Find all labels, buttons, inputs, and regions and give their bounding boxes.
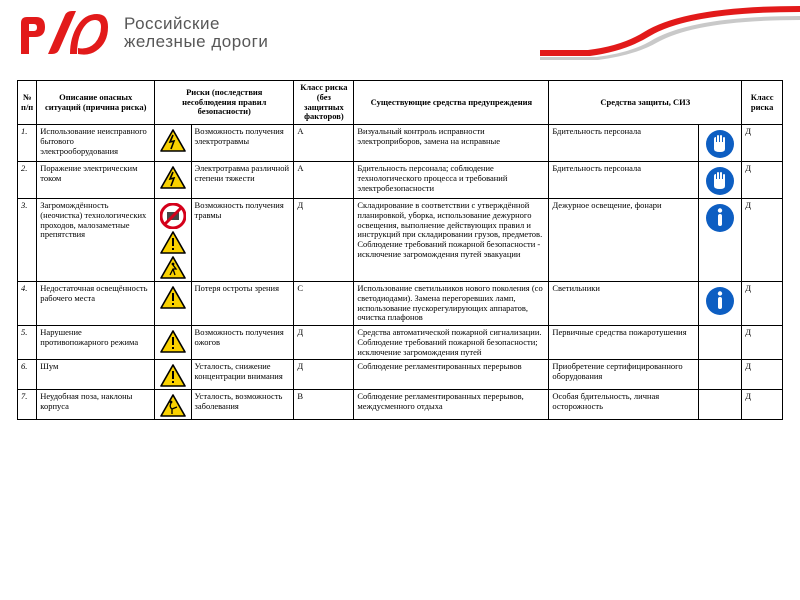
col-num: № п/п xyxy=(18,81,37,125)
brand-title-line1: Российские xyxy=(124,15,268,33)
cell-num: 3. xyxy=(18,199,37,282)
cell-class1: Д xyxy=(294,360,354,390)
cell-risk-text: Усталость, снижение концентрации внимани… xyxy=(191,360,294,390)
col-warn: Существующие средства предупреждения xyxy=(354,81,549,125)
cell-warn: Соблюдение регламентированных перерывов,… xyxy=(354,390,549,420)
col-prot: Средства защиты, СИЗ xyxy=(549,81,742,125)
cell-desc: Недостаточная освещённость рабочего мест… xyxy=(37,282,155,326)
cell-class2: Д xyxy=(742,282,783,326)
cell-prot-icon xyxy=(699,360,742,390)
header-swoosh-icon xyxy=(540,6,800,72)
brand-title-line2: железные дороги xyxy=(124,33,268,51)
cell-prot-icon xyxy=(699,326,742,360)
table-body: 1.Использование неисправного бытового эл… xyxy=(18,125,783,420)
cell-prot-text: Дежурное освещение, фонари xyxy=(549,199,699,282)
cell-risk-icon xyxy=(155,282,191,326)
col-risk: Риски (последствия несоблюдения правил б… xyxy=(155,81,294,125)
cell-prot-text: Бдительность персонала xyxy=(549,162,699,199)
cell-risk-icon xyxy=(155,125,191,162)
cell-class1: Д xyxy=(294,199,354,282)
cell-prot-text: Светильники xyxy=(549,282,699,326)
cell-prot-text: Особая бдительность, личная осторожность xyxy=(549,390,699,420)
cell-prot-icon xyxy=(699,125,742,162)
cell-risk-icon xyxy=(155,390,191,420)
cell-num: 4. xyxy=(18,282,37,326)
cell-class1: А xyxy=(294,162,354,199)
cell-warn: Бдительность персонала; соблюдение техно… xyxy=(354,162,549,199)
cell-risk-text: Усталость, возможность заболевания xyxy=(191,390,294,420)
cell-prot-icon xyxy=(699,282,742,326)
cell-warn: Средства автоматической пожарной сигнали… xyxy=(354,326,549,360)
cell-risk-text: Возможность получения ожогов xyxy=(191,326,294,360)
cell-desc: Неудобная поза, наклоны корпуса xyxy=(37,390,155,420)
cell-class2: Д xyxy=(742,162,783,199)
cell-class2: Д xyxy=(742,360,783,390)
cell-warn: Визуальный контроль исправности электроп… xyxy=(354,125,549,162)
cell-class1: Д xyxy=(294,326,354,360)
cell-desc: Поражение электрическим током xyxy=(37,162,155,199)
col-class2: Класс риска xyxy=(742,81,783,125)
risk-table: № п/п Описание опасных ситуаций (причина… xyxy=(17,80,783,420)
cell-risk-icon xyxy=(155,326,191,360)
cell-desc: Использование неисправного бытового элек… xyxy=(37,125,155,162)
col-class1: Класс риска (без защитных факторов) xyxy=(294,81,354,125)
rzd-logo-icon xyxy=(18,10,110,56)
cell-prot-icon xyxy=(699,390,742,420)
cell-prot-icon xyxy=(699,162,742,199)
cell-warn: Складирование в соответствии с утверждён… xyxy=(354,199,549,282)
table-row: 2.Поражение электрическим током Электрот… xyxy=(18,162,783,199)
cell-risk-text: Возможность получения травмы xyxy=(191,199,294,282)
cell-class1: С xyxy=(294,282,354,326)
cell-desc: Загромождённость (неочистка) технологиче… xyxy=(37,199,155,282)
cell-risk-text: Возможность получения электротравмы xyxy=(191,125,294,162)
cell-desc: Шум xyxy=(37,360,155,390)
brand-title: Российские железные дороги xyxy=(124,15,268,52)
cell-prot-icon xyxy=(699,199,742,282)
table-row: 4.Недостаточная освещённость рабочего ме… xyxy=(18,282,783,326)
cell-risk-text: Электротравма различной степени тяжести xyxy=(191,162,294,199)
document-header: Российские железные дороги xyxy=(0,0,800,74)
cell-risk-icon xyxy=(155,162,191,199)
cell-desc: Нарушение противопожарного режима xyxy=(37,326,155,360)
cell-class2: Д xyxy=(742,125,783,162)
cell-class2: Д xyxy=(742,199,783,282)
cell-num: 5. xyxy=(18,326,37,360)
cell-class1: А xyxy=(294,125,354,162)
cell-risk-icon xyxy=(155,199,191,282)
cell-risk-icon xyxy=(155,360,191,390)
col-desc: Описание опасных ситуаций (причина риска… xyxy=(37,81,155,125)
table-row: 7.Неудобная поза, наклоны корпуса Устало… xyxy=(18,390,783,420)
cell-class2: Д xyxy=(742,390,783,420)
table-row: 6.Шум Усталость, снижение концентрации в… xyxy=(18,360,783,390)
cell-prot-text: Бдительность персонала xyxy=(549,125,699,162)
cell-num: 1. xyxy=(18,125,37,162)
cell-class2: Д xyxy=(742,326,783,360)
cell-num: 2. xyxy=(18,162,37,199)
table-row: 5.Нарушение противопожарного режима Возм… xyxy=(18,326,783,360)
table-row: 3.Загромождённость (неочистка) технологи… xyxy=(18,199,783,282)
cell-risk-text: Потеря остроты зрения xyxy=(191,282,294,326)
table-row: 1.Использование неисправного бытового эл… xyxy=(18,125,783,162)
cell-prot-text: Первичные средства пожаротушения xyxy=(549,326,699,360)
cell-class1: В xyxy=(294,390,354,420)
cell-warn: Использование светильников нового поколе… xyxy=(354,282,549,326)
cell-num: 7. xyxy=(18,390,37,420)
table-head: № п/п Описание опасных ситуаций (причина… xyxy=(18,81,783,125)
cell-warn: Соблюдение регламентированных перерывов xyxy=(354,360,549,390)
cell-num: 6. xyxy=(18,360,37,390)
cell-prot-text: Приобретение сертифицированного оборудов… xyxy=(549,360,699,390)
